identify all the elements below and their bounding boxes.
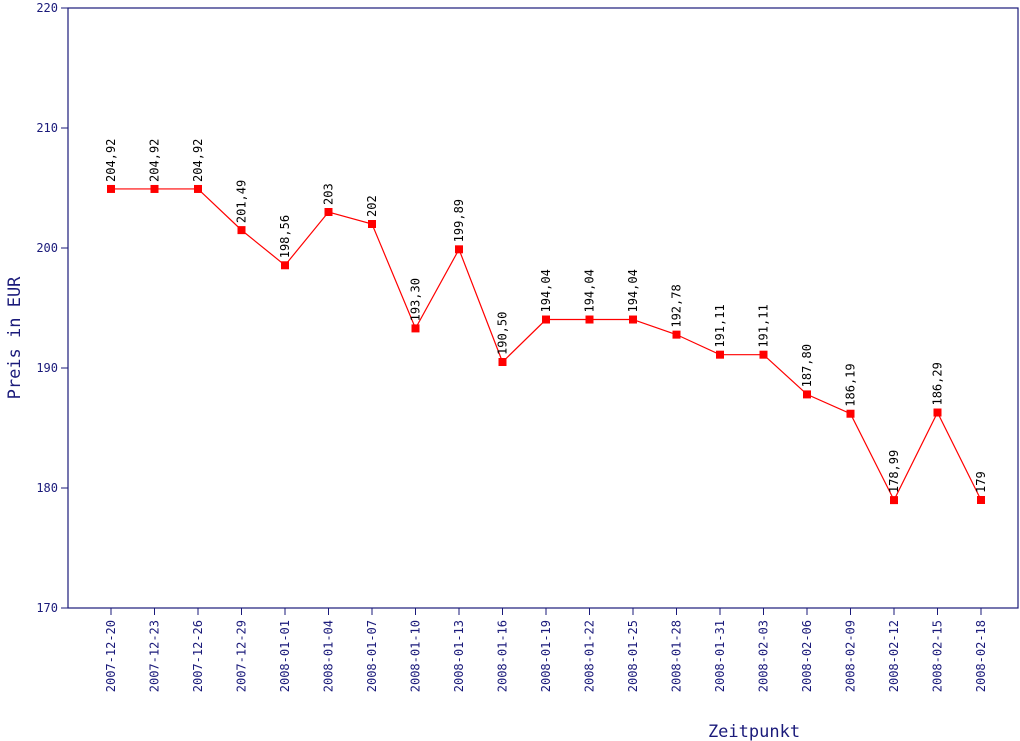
x-tick-label: 2007-12-23 [148, 620, 162, 692]
x-tick-label: 2008-01-13 [452, 620, 466, 692]
data-point-marker [629, 315, 637, 324]
data-point-marker [846, 409, 855, 418]
data-label: 194,04 [583, 269, 597, 312]
y-axis-title: Preis in EUR [5, 276, 25, 400]
data-point-marker [150, 184, 159, 193]
data-point-marker [672, 330, 681, 339]
data-point-marker [455, 245, 463, 254]
data-point-marker [237, 226, 246, 235]
data-label: 204,92 [104, 139, 118, 182]
data-point-marker [194, 184, 202, 193]
data-point-marker [716, 350, 724, 359]
plot-frame [67, 7, 1019, 609]
data-label: 191,11 [713, 304, 727, 347]
x-tick-label: 2007-12-20 [104, 620, 118, 692]
data-label: 186,19 [844, 363, 858, 406]
x-tick-label: 2008-01-31 [713, 620, 727, 692]
data-point-marker [542, 315, 550, 324]
x-tick-label: 2008-02-18 [974, 620, 988, 692]
y-axis-ticks: 170 180 190 200 210 220 [36, 1, 68, 615]
y-tick-label: 190 [36, 361, 58, 375]
x-axis-ticks: 2007-12-20 2007-12-23 2007-12-26 2007-12-29… [104, 608, 988, 692]
data-label: 204,92 [148, 139, 162, 182]
price-series [107, 184, 985, 505]
x-tick-label: 2008-01-25 [626, 620, 640, 692]
x-tick-label: 2008-02-06 [800, 620, 814, 692]
data-point-marker [324, 208, 333, 216]
data-label: 190,50 [496, 312, 510, 355]
data-point-marker [977, 496, 985, 504]
data-label: 191,11 [757, 304, 771, 347]
data-label: 186,29 [931, 362, 945, 405]
y-tick-label: 210 [36, 121, 58, 135]
y-tick-label: 180 [36, 481, 58, 495]
y-tick-label: 170 [36, 601, 58, 615]
data-point-marker [585, 315, 594, 324]
data-labels: 204,92 204,92 204,92 201,49 198,56 203 202 193,… [104, 139, 988, 494]
data-label: 194,04 [539, 269, 553, 312]
x-tick-label: 2008-02-09 [844, 620, 858, 692]
x-tick-label: 2008-01-19 [539, 620, 553, 692]
x-tick-label: 2008-01-07 [365, 620, 379, 692]
data-point-marker [107, 184, 115, 193]
data-label: 203 [322, 183, 336, 205]
x-tick-label: 2008-02-03 [757, 620, 771, 692]
x-tick-label: 2008-01-28 [670, 620, 684, 692]
data-label: 187,80 [800, 344, 814, 387]
data-point-marker [759, 350, 768, 359]
series-line [111, 188, 982, 502]
data-label: 194,04 [626, 269, 640, 312]
x-tick-label: 2008-01-22 [583, 620, 597, 692]
data-point-marker [368, 220, 376, 228]
data-point-marker [803, 390, 811, 399]
axes [67, 7, 1019, 609]
data-point-marker [411, 324, 420, 333]
x-tick-label: 2008-02-15 [931, 620, 945, 692]
data-label: 198,56 [278, 215, 292, 258]
x-tick-label: 2008-02-12 [887, 620, 901, 692]
data-label: 179 [974, 471, 988, 493]
data-point-marker [933, 408, 942, 417]
data-label: 178,99 [887, 450, 901, 493]
data-label: 193,30 [409, 278, 423, 321]
data-point-marker [498, 358, 507, 366]
x-tick-label: 2008-01-04 [322, 620, 336, 692]
y-tick-label: 200 [36, 241, 58, 255]
data-point-marker [281, 261, 289, 270]
x-tick-label: 2007-12-26 [191, 620, 205, 692]
y-tick-label: 220 [36, 1, 58, 15]
data-point-marker [890, 496, 898, 505]
x-tick-label: 2008-01-16 [496, 620, 510, 692]
data-label: 204,92 [191, 139, 205, 182]
data-label: 192,78 [670, 284, 684, 327]
x-tick-label: 2007-12-29 [235, 620, 249, 692]
x-tick-label: 2008-01-10 [409, 620, 423, 692]
data-label: 199,89 [452, 199, 466, 242]
x-tick-label: 2008-01-01 [278, 620, 292, 692]
data-label: 202 [365, 195, 379, 217]
data-label: 201,49 [235, 180, 249, 223]
x-axis-title: Zeitpunkt [708, 722, 800, 741]
